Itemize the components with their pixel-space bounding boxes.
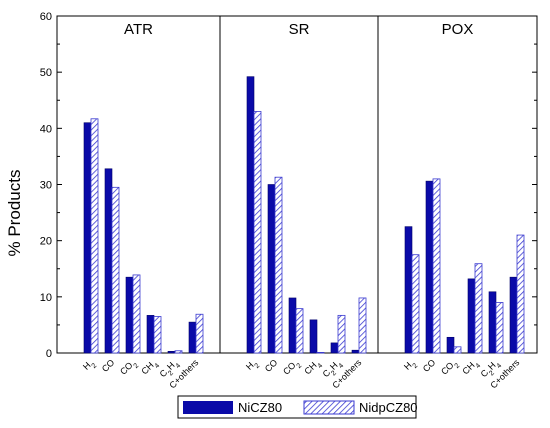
category-label-text: CO	[263, 357, 280, 374]
bar-atr-nidpcz80-0	[90, 118, 99, 354]
bar-pox-nidpcz80-2	[453, 346, 462, 354]
bar-sr-nidpcz80-1	[274, 176, 283, 354]
bar-pox-nicz80-3	[467, 278, 476, 354]
bar-pox-nidpcz80-3	[474, 263, 483, 354]
category-label-text: CO	[421, 357, 438, 374]
y-tick-label: 50	[40, 67, 52, 79]
bar-atr-nicz80-2	[125, 276, 134, 354]
category-label: CO2	[439, 357, 461, 379]
legend-label-nicz80: NiCZ80	[238, 400, 282, 415]
bar-sr-nidpcz80-2	[295, 308, 304, 354]
bar-sr-nicz80-2	[288, 297, 297, 354]
panel-title-atr: ATR	[124, 21, 153, 38]
category-label: CH4	[139, 357, 161, 379]
legend: NiCZ80 NidpCZ80	[177, 395, 418, 419]
category-label-text: CH4	[302, 357, 324, 379]
bar-sr-nicz80-5	[351, 349, 360, 354]
bar-sr-nicz80-0	[246, 76, 255, 354]
category-label: CH4	[302, 357, 324, 379]
category-label-text: CH4	[139, 357, 161, 379]
y-tick-label: 10	[40, 292, 52, 304]
category-label-text: CO	[100, 357, 117, 374]
bar-atr-nicz80-5	[188, 321, 197, 354]
bar-sr-nicz80-4	[330, 342, 339, 354]
category-label: CO	[263, 357, 280, 374]
bars-group	[83, 76, 525, 354]
bar-pox-nidpcz80-5	[516, 234, 525, 354]
bar-atr-nidpcz80-4	[174, 350, 183, 354]
category-label: H2	[244, 357, 261, 374]
bar-sr-nidpcz80-4	[337, 314, 346, 354]
category-label: CO2	[118, 357, 140, 379]
bar-pox-nicz80-2	[446, 336, 455, 354]
category-label-text: CO2	[118, 357, 140, 379]
category-label: CO	[100, 357, 117, 374]
bar-sr-nicz80-1	[267, 184, 276, 354]
y-tick-label: 60	[40, 11, 52, 23]
category-label-text: H2	[81, 357, 98, 374]
legend-label-nidpcz80: NidpCZ80	[359, 400, 418, 415]
bar-atr-nidpcz80-3	[153, 316, 162, 354]
legend-swatch-nicz80	[183, 401, 233, 414]
y-tick-label: 40	[40, 123, 52, 135]
y-tick-label: 30	[40, 180, 52, 192]
category-label: CH4	[460, 357, 482, 379]
category-label-text: H2	[402, 357, 419, 374]
bar-pox-nidpcz80-1	[432, 178, 441, 354]
category-label: H2	[402, 357, 419, 374]
bar-pox-nidpcz80-4	[495, 302, 504, 354]
category-label-text: CH4	[460, 357, 482, 379]
bar-atr-nicz80-1	[104, 168, 113, 354]
bar-atr-nidpcz80-2	[132, 274, 141, 354]
category-label: H2	[81, 357, 98, 374]
bar-pox-nicz80-5	[509, 276, 518, 354]
bar-atr-nicz80-0	[83, 122, 92, 354]
category-label-text: CO2	[281, 357, 303, 379]
panel-title-pox: POX	[442, 21, 474, 38]
panel-title-sr: SR	[289, 21, 310, 38]
bar-sr-nidpcz80-5	[358, 297, 367, 354]
bar-atr-nidpcz80-5	[195, 313, 204, 354]
bar-atr-nicz80-3	[146, 315, 155, 354]
y-tick-label: 20	[40, 236, 52, 248]
y-axis-label: % Products	[5, 170, 24, 257]
bar-sr-nidpcz80-0	[253, 111, 262, 354]
legend-box	[177, 395, 417, 419]
bar-atr-nicz80-4	[167, 351, 176, 354]
category-label: CO2	[281, 357, 303, 379]
bar-pox-nicz80-1	[425, 180, 434, 354]
bar-pox-nicz80-0	[404, 226, 413, 354]
category-label-text: CO2	[439, 357, 461, 379]
y-tick-label: 0	[46, 348, 52, 360]
bar-pox-nidpcz80-0	[411, 254, 420, 354]
category-label-text: H2	[244, 357, 261, 374]
bar-sr-nidpcz80-3	[316, 351, 325, 354]
bar-atr-nidpcz80-1	[111, 186, 120, 354]
category-label: CO	[421, 357, 438, 374]
bar-pox-nicz80-4	[488, 291, 497, 354]
legend-swatch-nidpcz80	[303, 400, 355, 415]
bar-sr-nicz80-3	[309, 319, 318, 354]
